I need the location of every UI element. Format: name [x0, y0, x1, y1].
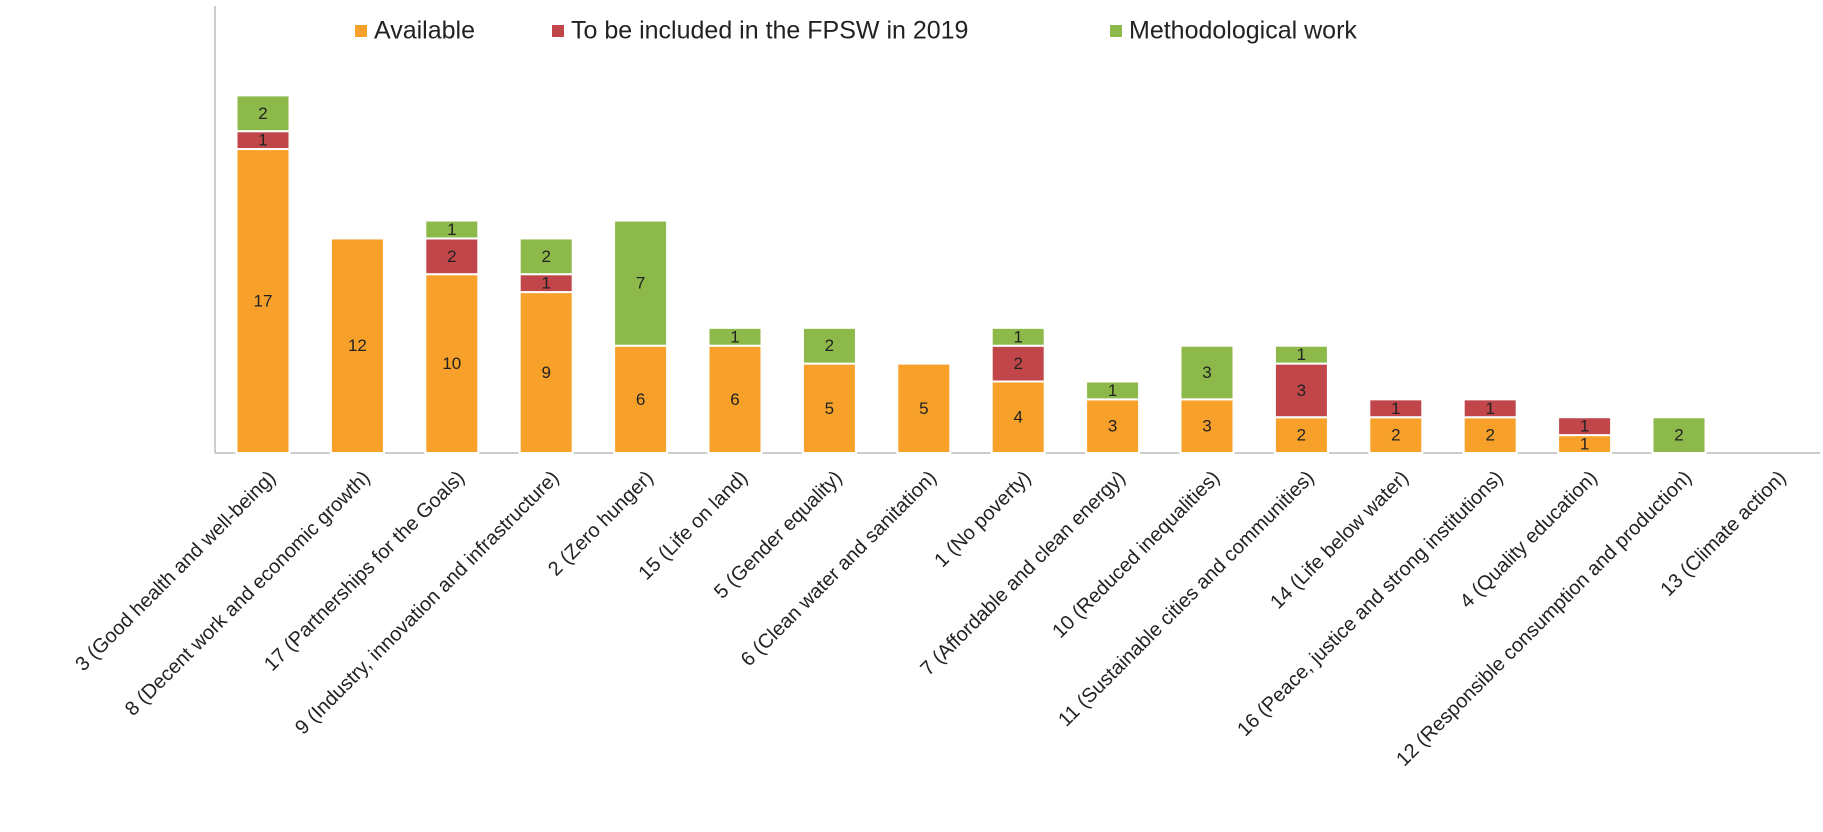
bar-segment — [1273, 344, 1329, 365]
x-tick-label: 17 (Partnerships for the Goals) — [260, 467, 469, 676]
data-label: 6 — [636, 390, 645, 409]
data-label: 2 — [447, 247, 456, 266]
data-label: 2 — [825, 336, 834, 355]
x-tick-label: 6 (Clean water and sanitation) — [737, 467, 941, 671]
bar-segment — [1651, 416, 1707, 454]
data-label: 1 — [258, 131, 267, 150]
data-label: 1 — [447, 220, 456, 239]
bar-segment — [1368, 398, 1424, 419]
bar-segment — [329, 237, 385, 454]
data-label: 1 — [730, 327, 739, 346]
bar-segment — [707, 344, 763, 454]
bar-segment — [235, 94, 291, 133]
data-label: 6 — [730, 390, 739, 409]
data-label: 3 — [1108, 417, 1117, 436]
data-label: 2 — [1485, 426, 1494, 445]
data-label: 1 — [1485, 399, 1494, 418]
data-label: 3 — [1202, 363, 1211, 382]
data-label: 1 — [1580, 435, 1589, 454]
data-label: 2 — [541, 247, 550, 266]
data-label: 1 — [1391, 399, 1400, 418]
data-label: 7 — [636, 274, 645, 293]
legend-swatch — [1110, 25, 1122, 37]
data-label: 1 — [1580, 417, 1589, 436]
data-label: 3 — [1297, 381, 1306, 400]
data-label: 2 — [1297, 426, 1306, 445]
bar-segment — [1557, 416, 1613, 437]
data-label: 1 — [1297, 345, 1306, 364]
legend-swatch — [552, 25, 564, 37]
bar-segment — [1462, 398, 1518, 419]
x-tick-label: 1 (No poverty) — [930, 467, 1035, 572]
bar-segment — [801, 326, 857, 365]
bar-segment — [613, 344, 669, 454]
data-label: 2 — [1391, 426, 1400, 445]
data-label: 10 — [442, 354, 461, 373]
legend-label: To be included in the FPSW in 2019 — [571, 17, 968, 45]
data-label: 2 — [1013, 354, 1022, 373]
bar-segment — [424, 237, 480, 276]
bar-segment — [707, 326, 763, 347]
data-label: 1 — [541, 274, 550, 293]
bar-segment — [235, 148, 291, 454]
data-label: 12 — [348, 336, 367, 355]
bar-segment — [1273, 416, 1329, 454]
data-label: 3 — [1202, 417, 1211, 436]
bar-segment — [990, 380, 1046, 455]
bar-segment — [424, 219, 480, 240]
data-label: 9 — [541, 363, 550, 382]
x-tick-label: 3 (Good health and well-being) — [71, 467, 280, 676]
bar-segment — [1085, 398, 1141, 454]
legend-label: Available — [374, 17, 475, 45]
data-label: 5 — [919, 399, 928, 418]
data-label: 1 — [1108, 381, 1117, 400]
bar-segment — [613, 219, 669, 347]
data-label: 2 — [1674, 426, 1683, 445]
x-tick-label: 10 (Reduced inequalities) — [1048, 467, 1224, 643]
x-tick-label: 7 (Affordable and clean energy) — [916, 467, 1129, 680]
data-label: 5 — [825, 399, 834, 418]
data-label: 17 — [254, 292, 273, 311]
bar-segment — [1085, 380, 1141, 401]
data-label: 2 — [258, 104, 267, 123]
bar-segment — [990, 326, 1046, 347]
bar-segment — [1179, 344, 1235, 401]
data-label: 4 — [1013, 408, 1022, 427]
bar-segment — [896, 362, 952, 455]
legend-swatch — [355, 25, 367, 37]
legend-label: Methodological work — [1129, 17, 1357, 45]
data-label: 1 — [1013, 327, 1022, 346]
bar-segment — [801, 362, 857, 455]
bar-segment — [518, 237, 574, 276]
